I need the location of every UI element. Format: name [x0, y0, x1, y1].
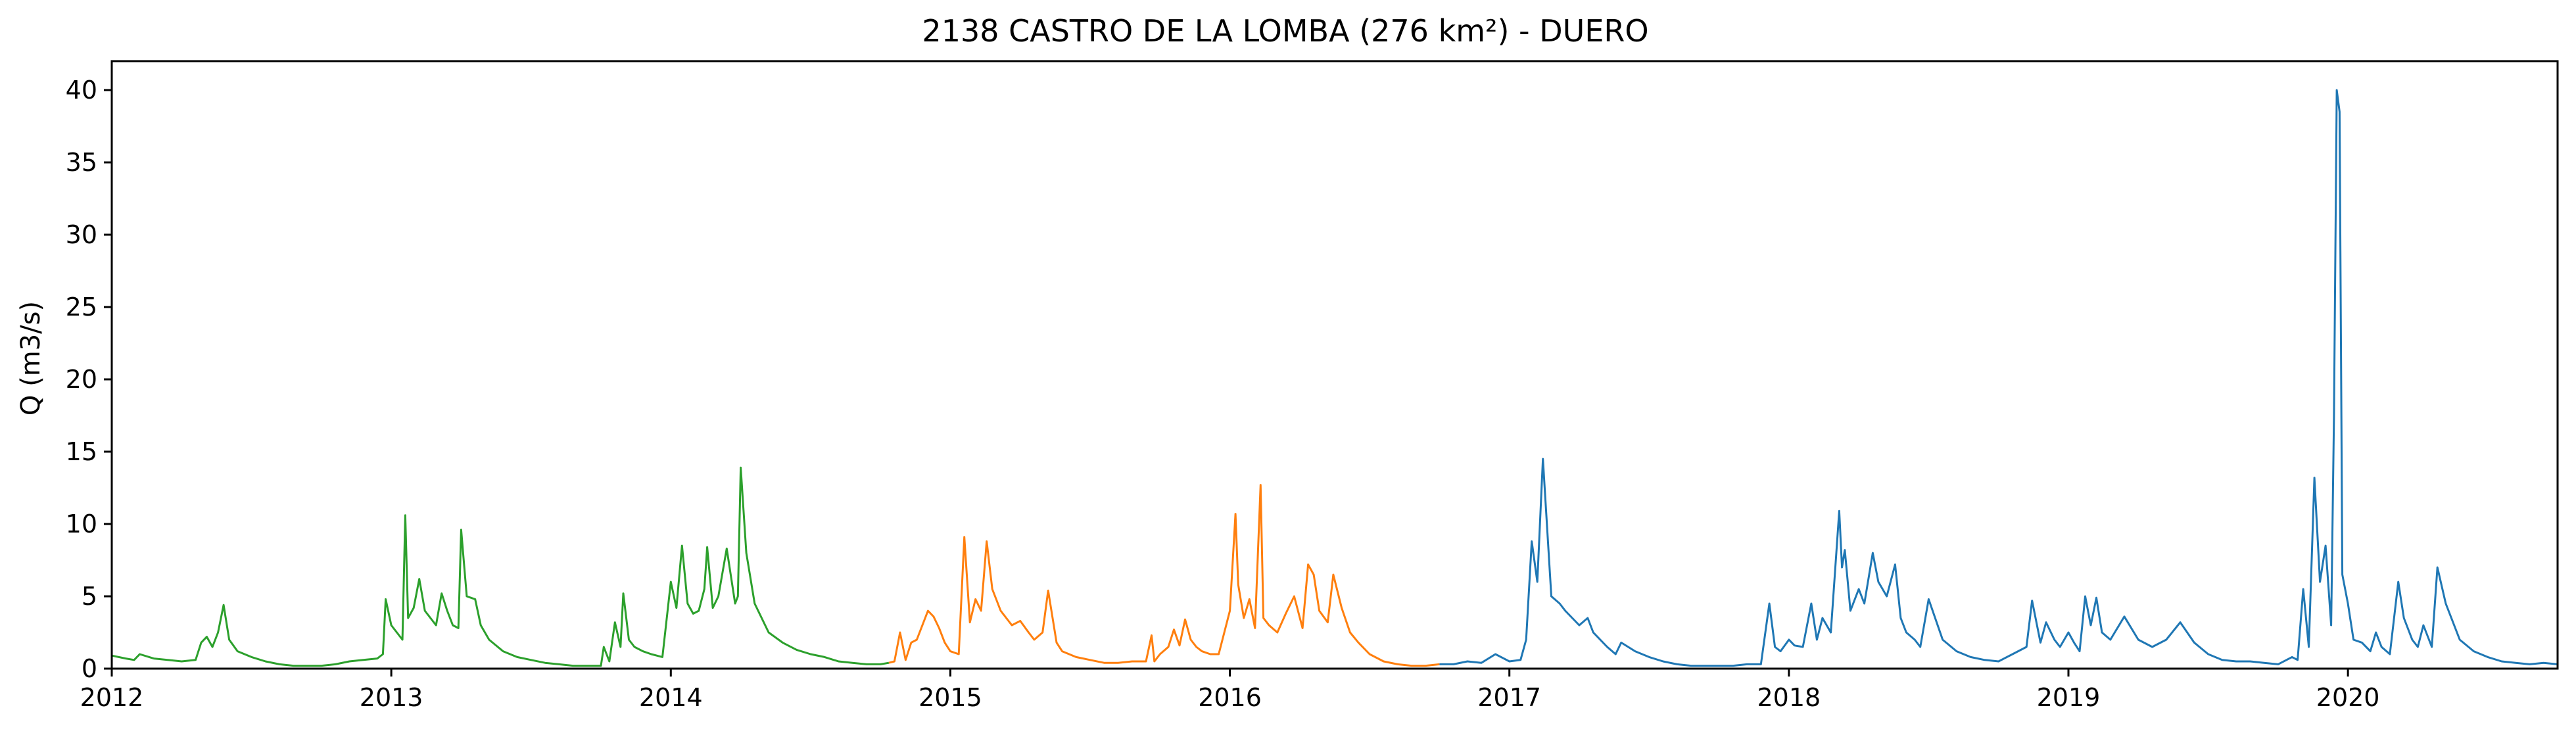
x-tick-label: 2014: [639, 683, 703, 712]
y-tick-label: 30: [66, 220, 97, 249]
series-line-1: [111, 466, 890, 667]
x-tick-label: 2020: [2316, 683, 2380, 712]
y-axis-label: Q (m3/s): [16, 301, 46, 416]
series-line-2: [888, 484, 1440, 667]
y-tick-label: 20: [66, 365, 97, 394]
chart-title: 2138 CASTRO DE LA LOMBA (276 km²) - DUER…: [922, 13, 1648, 49]
x-tick-label: 2019: [2037, 683, 2101, 712]
y-tick-label: 10: [66, 510, 97, 538]
y-axis-ticks: 0 5 10 15 20 25 30 35 40: [66, 76, 112, 683]
x-tick-label: 2018: [1757, 683, 1821, 712]
x-axis-ticks: 2012 2013 2014 2015 2016 2017 2018 2019 2020: [80, 669, 2380, 712]
series-layer: [111, 89, 2558, 667]
y-tick-label: 40: [66, 76, 97, 105]
x-tick-label: 2017: [1477, 683, 1541, 712]
x-tick-label: 2012: [80, 683, 144, 712]
plot-area-frame: [110, 60, 2559, 670]
x-tick-label: 2016: [1198, 683, 1262, 712]
y-tick-label: 5: [82, 582, 97, 611]
series-line-3: [1439, 89, 2558, 667]
y-tick-label: 15: [66, 437, 97, 466]
x-tick-label: 2015: [918, 683, 982, 712]
y-tick-label: 25: [66, 293, 97, 321]
y-tick-label: 35: [66, 148, 97, 177]
y-tick-label: 0: [82, 654, 97, 683]
x-tick-label: 2013: [360, 683, 423, 712]
